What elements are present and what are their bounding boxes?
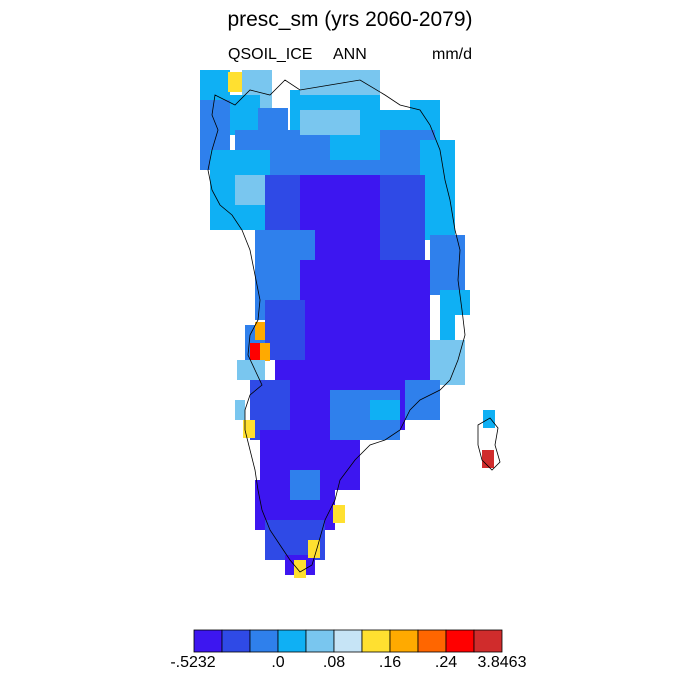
colorbar-swatch — [445, 629, 475, 653]
colorbar-swatch — [417, 629, 447, 653]
colorbar-swatch — [361, 629, 391, 653]
grid-cell — [260, 343, 270, 361]
grid-cell — [290, 470, 320, 500]
grid-cell — [237, 360, 265, 380]
colorbar-swatch — [389, 629, 419, 653]
grid-cell — [235, 175, 265, 205]
grid-cell — [333, 505, 345, 523]
grid-cell — [300, 110, 360, 135]
variable-label: QSOIL_ICE — [228, 46, 313, 63]
grid-cell — [265, 300, 305, 360]
colorbar-swatch — [221, 629, 251, 653]
grid-cell — [250, 343, 260, 361]
grid-cell — [308, 540, 320, 558]
colorbar-label: -.5232 — [170, 654, 216, 671]
coastline — [207, 79, 466, 573]
colorbar-label: .24 — [434, 654, 458, 671]
colorbar-label: 3.8463 — [477, 654, 527, 671]
period-label: ANN — [333, 46, 367, 63]
grid-cell — [255, 322, 265, 340]
grid-cell — [455, 315, 475, 340]
colorbar-swatch — [333, 629, 363, 653]
colorbar-label: .0 — [271, 654, 285, 671]
grid-cell — [370, 400, 400, 420]
grid-cell — [420, 140, 455, 240]
grid-cells — [200, 70, 495, 578]
grid-cell — [228, 72, 242, 92]
coastline-island — [477, 417, 501, 471]
colorbar-swatch — [249, 629, 279, 653]
grid-cell — [294, 560, 306, 578]
colorbar-swatch — [277, 629, 307, 653]
colorbar-swatch — [193, 629, 223, 653]
grid-cell — [300, 70, 380, 95]
grid-cell — [230, 95, 260, 135]
colorbar-label: .16 — [378, 654, 402, 671]
units-label: mm/d — [432, 46, 472, 63]
colorbar-swatch — [305, 629, 335, 653]
grid-cell — [235, 400, 245, 420]
colorbar-swatch — [473, 629, 503, 653]
colorbar-label: .08 — [322, 654, 346, 671]
map-title: presc_sm (yrs 2060-2079) — [227, 8, 473, 31]
